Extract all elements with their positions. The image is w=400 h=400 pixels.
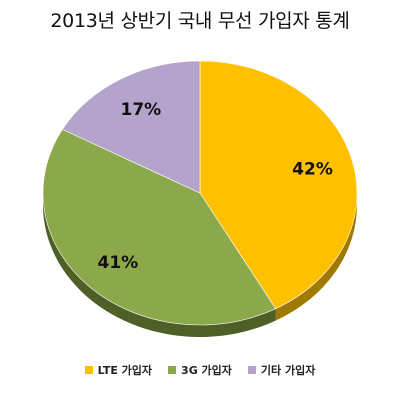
pie-slices bbox=[42, 60, 358, 326]
data-label-other: 17% bbox=[121, 100, 162, 120]
pie-slice-lte bbox=[199, 60, 358, 310]
chart-title: 2013년 상반기 국내 무선 가입자 통계 bbox=[50, 10, 350, 32]
legend-label-lte: LTE 가입자 bbox=[97, 364, 153, 377]
pie-data-labels: 42% 41% 17% bbox=[97, 100, 332, 273]
legend-item-lte: LTE 가입자 bbox=[84, 362, 153, 378]
chart-legend: LTE 가입자 3G 가입자 기타 가입자 bbox=[0, 362, 400, 378]
legend-item-other: 기타 가입자 bbox=[247, 362, 316, 378]
data-label-3g: 41% bbox=[97, 253, 138, 273]
pie-3d-sides bbox=[43, 193, 357, 337]
legend-label-other: 기타 가입자 bbox=[260, 364, 316, 377]
pie-slice-3g bbox=[42, 129, 277, 326]
legend-swatch-other bbox=[247, 366, 256, 374]
legend-label-3g: 3G 가입자 bbox=[181, 364, 232, 377]
pie-side-3g bbox=[43, 193, 276, 337]
legend-item-3g: 3G 가입자 bbox=[168, 362, 232, 378]
data-label-lte: 42% bbox=[292, 160, 333, 180]
pie-slice-other bbox=[61, 60, 201, 194]
pie-side-lte bbox=[275, 193, 357, 321]
legend-swatch-lte bbox=[84, 366, 93, 374]
legend-swatch-3g bbox=[168, 366, 177, 374]
